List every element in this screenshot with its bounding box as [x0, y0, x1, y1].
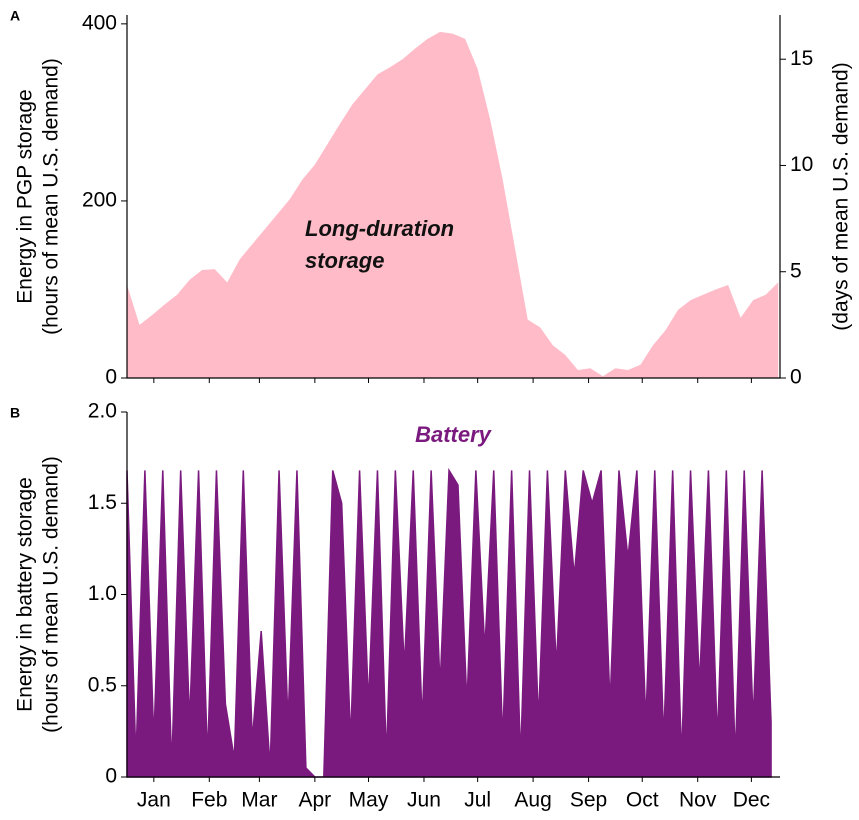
- y2-tick-label: 15: [790, 47, 813, 70]
- y-tick-label: 200: [82, 188, 117, 211]
- area: [127, 31, 779, 378]
- x-tick-label: Mar: [241, 789, 277, 812]
- axis-frame: [126, 15, 781, 379]
- panel-label: B: [10, 405, 20, 421]
- y2-tick-label: 10: [790, 153, 813, 176]
- y-tick-label: 1.0: [88, 582, 117, 605]
- annotation: Long-duration: [305, 216, 454, 241]
- y-tick-label: 400: [82, 11, 117, 34]
- y-tick-label: 2.0: [88, 400, 117, 423]
- y2-tick-label: 5: [790, 259, 802, 282]
- x-tick-label: Apr: [299, 789, 332, 812]
- annotation: storage: [305, 248, 384, 273]
- x-tick-label: Jan: [137, 789, 171, 812]
- y-tick-label: 0: [105, 765, 117, 788]
- x-tick-label: May: [349, 789, 389, 812]
- y-tick-label: 1.5: [88, 491, 117, 514]
- y-axis-label: (hours of mean U.S. demand): [40, 58, 63, 335]
- x-tick-label: Feb: [191, 789, 227, 812]
- area: [126, 467, 772, 778]
- panel-label: A: [10, 8, 20, 24]
- y-axis-label: (hours of mean U.S. demand): [40, 456, 63, 733]
- y-tick-label: 0.5: [88, 673, 117, 696]
- y2-tick-label: 0: [790, 366, 802, 389]
- y-tick-label: 0: [105, 366, 117, 389]
- x-tick-label: Aug: [514, 789, 551, 812]
- y-axis-label: Energy in PGP storage: [14, 89, 37, 303]
- x-tick-label: Jun: [407, 789, 441, 812]
- x-tick-label: Dec: [733, 789, 770, 812]
- x-tick-label: Jul: [464, 789, 491, 812]
- x-tick-label: Nov: [679, 789, 717, 812]
- x-tick-label: Sep: [570, 789, 607, 812]
- y2-axis-label: (days of mean U.S. demand): [830, 62, 853, 330]
- y-axis-label: Energy in battery storage: [14, 477, 37, 712]
- annotation: Battery: [415, 422, 493, 447]
- x-tick-label: Oct: [626, 789, 659, 812]
